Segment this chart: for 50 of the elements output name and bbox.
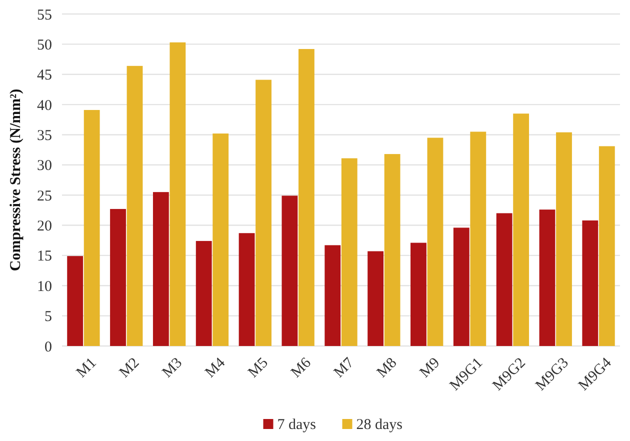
legend-label: 7 days <box>277 417 316 433</box>
bar <box>324 245 341 346</box>
y-tick-label: 35 <box>37 128 52 144</box>
bar <box>453 228 470 346</box>
x-tick-label: M3 <box>160 354 186 381</box>
bar <box>256 80 272 346</box>
bar <box>556 132 572 346</box>
bar <box>67 256 84 346</box>
bar <box>126 66 143 346</box>
bar <box>582 220 598 346</box>
bar <box>598 146 615 346</box>
bar <box>110 208 126 346</box>
x-tick-label: M4 <box>202 354 229 381</box>
x-tick-label: M9 <box>417 354 444 381</box>
y-tick-label: 0 <box>44 339 52 356</box>
bar <box>384 154 400 346</box>
bar <box>470 132 486 346</box>
y-tick-label: 25 <box>37 188 52 204</box>
x-tick-label: M8 <box>374 354 400 381</box>
x-tick-label: M7 <box>331 354 358 381</box>
bar <box>298 49 314 346</box>
x-tick-label: M5 <box>245 354 272 381</box>
x-tick-label: M2 <box>116 354 143 381</box>
bar <box>410 242 426 346</box>
bar <box>152 192 169 346</box>
bar <box>238 233 255 346</box>
bar <box>368 251 384 346</box>
y-tick-label: 40 <box>37 98 52 114</box>
bar <box>170 42 186 346</box>
y-tick-label: 30 <box>37 158 52 174</box>
y-tick-label: 55 <box>37 7 52 24</box>
y-tick-label: 15 <box>37 248 52 265</box>
y-axis-title: Compressive Stress (N/mm²) <box>8 88 24 272</box>
y-tick-label: 45 <box>37 68 52 84</box>
y-tick-label: 20 <box>37 218 52 235</box>
bar <box>282 196 298 346</box>
bar <box>341 158 358 346</box>
bar <box>84 110 100 346</box>
bar <box>427 138 444 346</box>
x-tick-label: M1 <box>74 354 100 381</box>
bar <box>513 114 530 346</box>
bar <box>539 210 556 346</box>
y-tick-label: 50 <box>37 37 52 54</box>
y-tick-label: 10 <box>37 278 52 295</box>
x-tick-label: M6 <box>288 354 315 381</box>
bar <box>212 134 229 346</box>
legend-label: 28 days <box>356 417 403 433</box>
y-tick-label: 5 <box>44 309 52 326</box>
bar <box>196 240 212 346</box>
bar <box>496 213 512 346</box>
